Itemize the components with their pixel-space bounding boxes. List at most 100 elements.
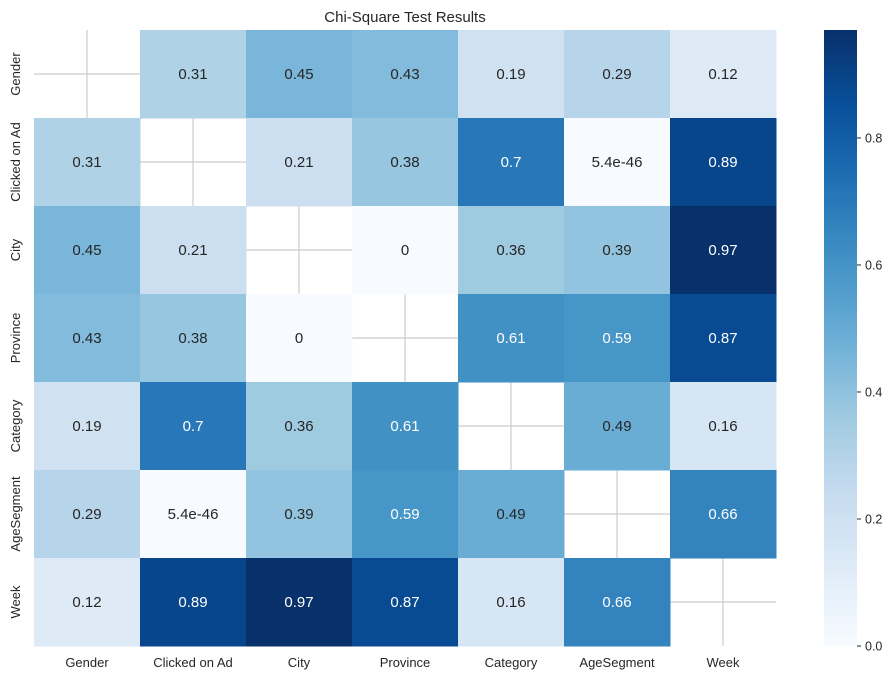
cell-value-label: 5.4e-46 [592, 154, 643, 171]
colorbar-tick-label: 0.2 [865, 512, 882, 526]
heatmap-cell [246, 294, 353, 383]
colorbar-tick-label: 0.8 [865, 131, 882, 145]
heatmap-cell [458, 294, 565, 383]
heatmap-cell [34, 382, 141, 471]
heatmap-cell [140, 382, 247, 471]
colorbar-tick-label: 0.0 [865, 640, 882, 654]
cell-value-label: 0.38 [390, 154, 419, 171]
cell-value-label: 0 [295, 330, 303, 347]
cell-value-label: 0.89 [708, 154, 737, 171]
heatmap-cell [246, 558, 353, 647]
heatmap-cell [140, 206, 247, 295]
cell-value-label: 0.36 [496, 242, 525, 259]
heatmap-cell [34, 206, 141, 295]
cell-value-label: 0.66 [602, 594, 631, 611]
heatmap-cell [34, 470, 141, 559]
cell-value-label: 0.87 [390, 594, 419, 611]
heatmap-cell [246, 30, 353, 119]
heatmap-cell [352, 30, 459, 119]
heatmap-cell [564, 30, 671, 119]
x-tick-label: Week [707, 655, 740, 670]
y-tick-label: Category [8, 399, 23, 452]
cell-value-label: 0.97 [284, 594, 313, 611]
colorbar-tick-label: 0.6 [865, 258, 882, 272]
cell-value-label: 0.49 [602, 418, 631, 435]
y-tick-label: Week [8, 585, 23, 618]
heatmap-cell [564, 294, 671, 383]
heatmap-cell [564, 118, 671, 207]
heatmap-cell [564, 558, 671, 647]
y-tick-label: City [8, 238, 23, 261]
cell-value-label: 0.21 [284, 154, 313, 171]
cell-value-label: 0.7 [183, 418, 204, 435]
heatmap-cell [670, 382, 777, 471]
x-axis-tick-labels: Gender Clicked on Ad City Province Category A… [65, 655, 740, 670]
heatmap-cell [246, 470, 353, 559]
heatmap-cell [670, 470, 777, 559]
cell-value-label: 0.12 [708, 66, 737, 83]
y-tick-label: Clicked on Ad [8, 122, 23, 202]
y-tick-label: AgeSegment [8, 476, 23, 552]
x-tick-label: Clicked on Ad [153, 655, 233, 670]
x-tick-label: Category [485, 655, 538, 670]
heatmap-cell [352, 382, 459, 471]
x-tick-label: City [288, 655, 311, 670]
x-tick-label: Gender [65, 655, 109, 670]
cell-value-label: 0.16 [708, 418, 737, 435]
heatmap-cell [34, 558, 141, 647]
cell-value-label: 0.89 [178, 594, 207, 611]
heatmap-cell [34, 118, 141, 207]
cell-value-label: 0.38 [178, 330, 207, 347]
cell-value-label: 0.39 [284, 506, 313, 523]
cell-value-label: 0.45 [72, 242, 101, 259]
cell-value-label: 0.66 [708, 506, 737, 523]
cell-value-label: 0.36 [284, 418, 313, 435]
heatmap-cell [140, 30, 247, 119]
heatmap-cell [34, 294, 141, 383]
heatmap-cell [670, 118, 777, 207]
colorbar: 0.0 0.2 0.4 0.6 0.8 [824, 30, 882, 654]
cell-value-label: 5.4e-46 [168, 506, 219, 523]
heatmap-cell [352, 470, 459, 559]
cell-value-label: 0.19 [72, 418, 101, 435]
heatmap-cell [458, 470, 565, 559]
cell-value-label: 0.21 [178, 242, 207, 259]
heatmap-cell [246, 118, 353, 207]
cell-value-label: 0.43 [390, 66, 419, 83]
y-axis-tick-labels: Gender Clicked on Ad City Province Category A… [8, 52, 23, 619]
heatmap-cell [458, 206, 565, 295]
cell-value-label: 0.45 [284, 66, 313, 83]
heatmap-cell [564, 382, 671, 471]
cell-value-label: 0.29 [72, 506, 101, 523]
heatmap-cell [140, 558, 247, 647]
heatmap-cell [352, 118, 459, 207]
chart-title: Chi-Square Test Results [324, 9, 485, 26]
cell-value-label: 0.61 [390, 418, 419, 435]
cell-value-label: 0.87 [708, 330, 737, 347]
cell-value-label: 0.29 [602, 66, 631, 83]
cell-value-label: 0.59 [602, 330, 631, 347]
cell-value-label: 0.31 [72, 154, 101, 171]
cell-value-label: 0.12 [72, 594, 101, 611]
cell-value-label: 0.31 [178, 66, 207, 83]
cell-value-label: 0.97 [708, 242, 737, 259]
x-tick-label: Province [380, 655, 431, 670]
heatmap-cell [458, 118, 565, 207]
cell-value-label: 0.19 [496, 66, 525, 83]
heatmap-cell [458, 30, 565, 119]
cell-value-label: 0.61 [496, 330, 525, 347]
colorbar-tick-label: 0.4 [865, 385, 882, 399]
x-tick-label: AgeSegment [579, 655, 655, 670]
y-tick-label: Province [8, 313, 23, 364]
y-tick-label: Gender [8, 52, 23, 96]
cell-value-label: 0 [401, 242, 409, 259]
colorbar-gradient [824, 30, 857, 646]
heatmap-cell [670, 206, 777, 295]
heatmap-cell [352, 206, 459, 295]
heatmap-annotations: 0.31 0.45 0.43 0.19 0.29 0.12 0.31 0.21 0.38 0.7 5… [72, 66, 737, 611]
heatmap-cell [140, 294, 247, 383]
cell-value-label: 0.43 [72, 330, 101, 347]
cell-value-label: 0.39 [602, 242, 631, 259]
